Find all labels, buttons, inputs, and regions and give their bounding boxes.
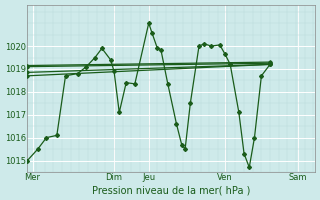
X-axis label: Pression niveau de la mer( hPa ): Pression niveau de la mer( hPa ) [92,185,251,195]
